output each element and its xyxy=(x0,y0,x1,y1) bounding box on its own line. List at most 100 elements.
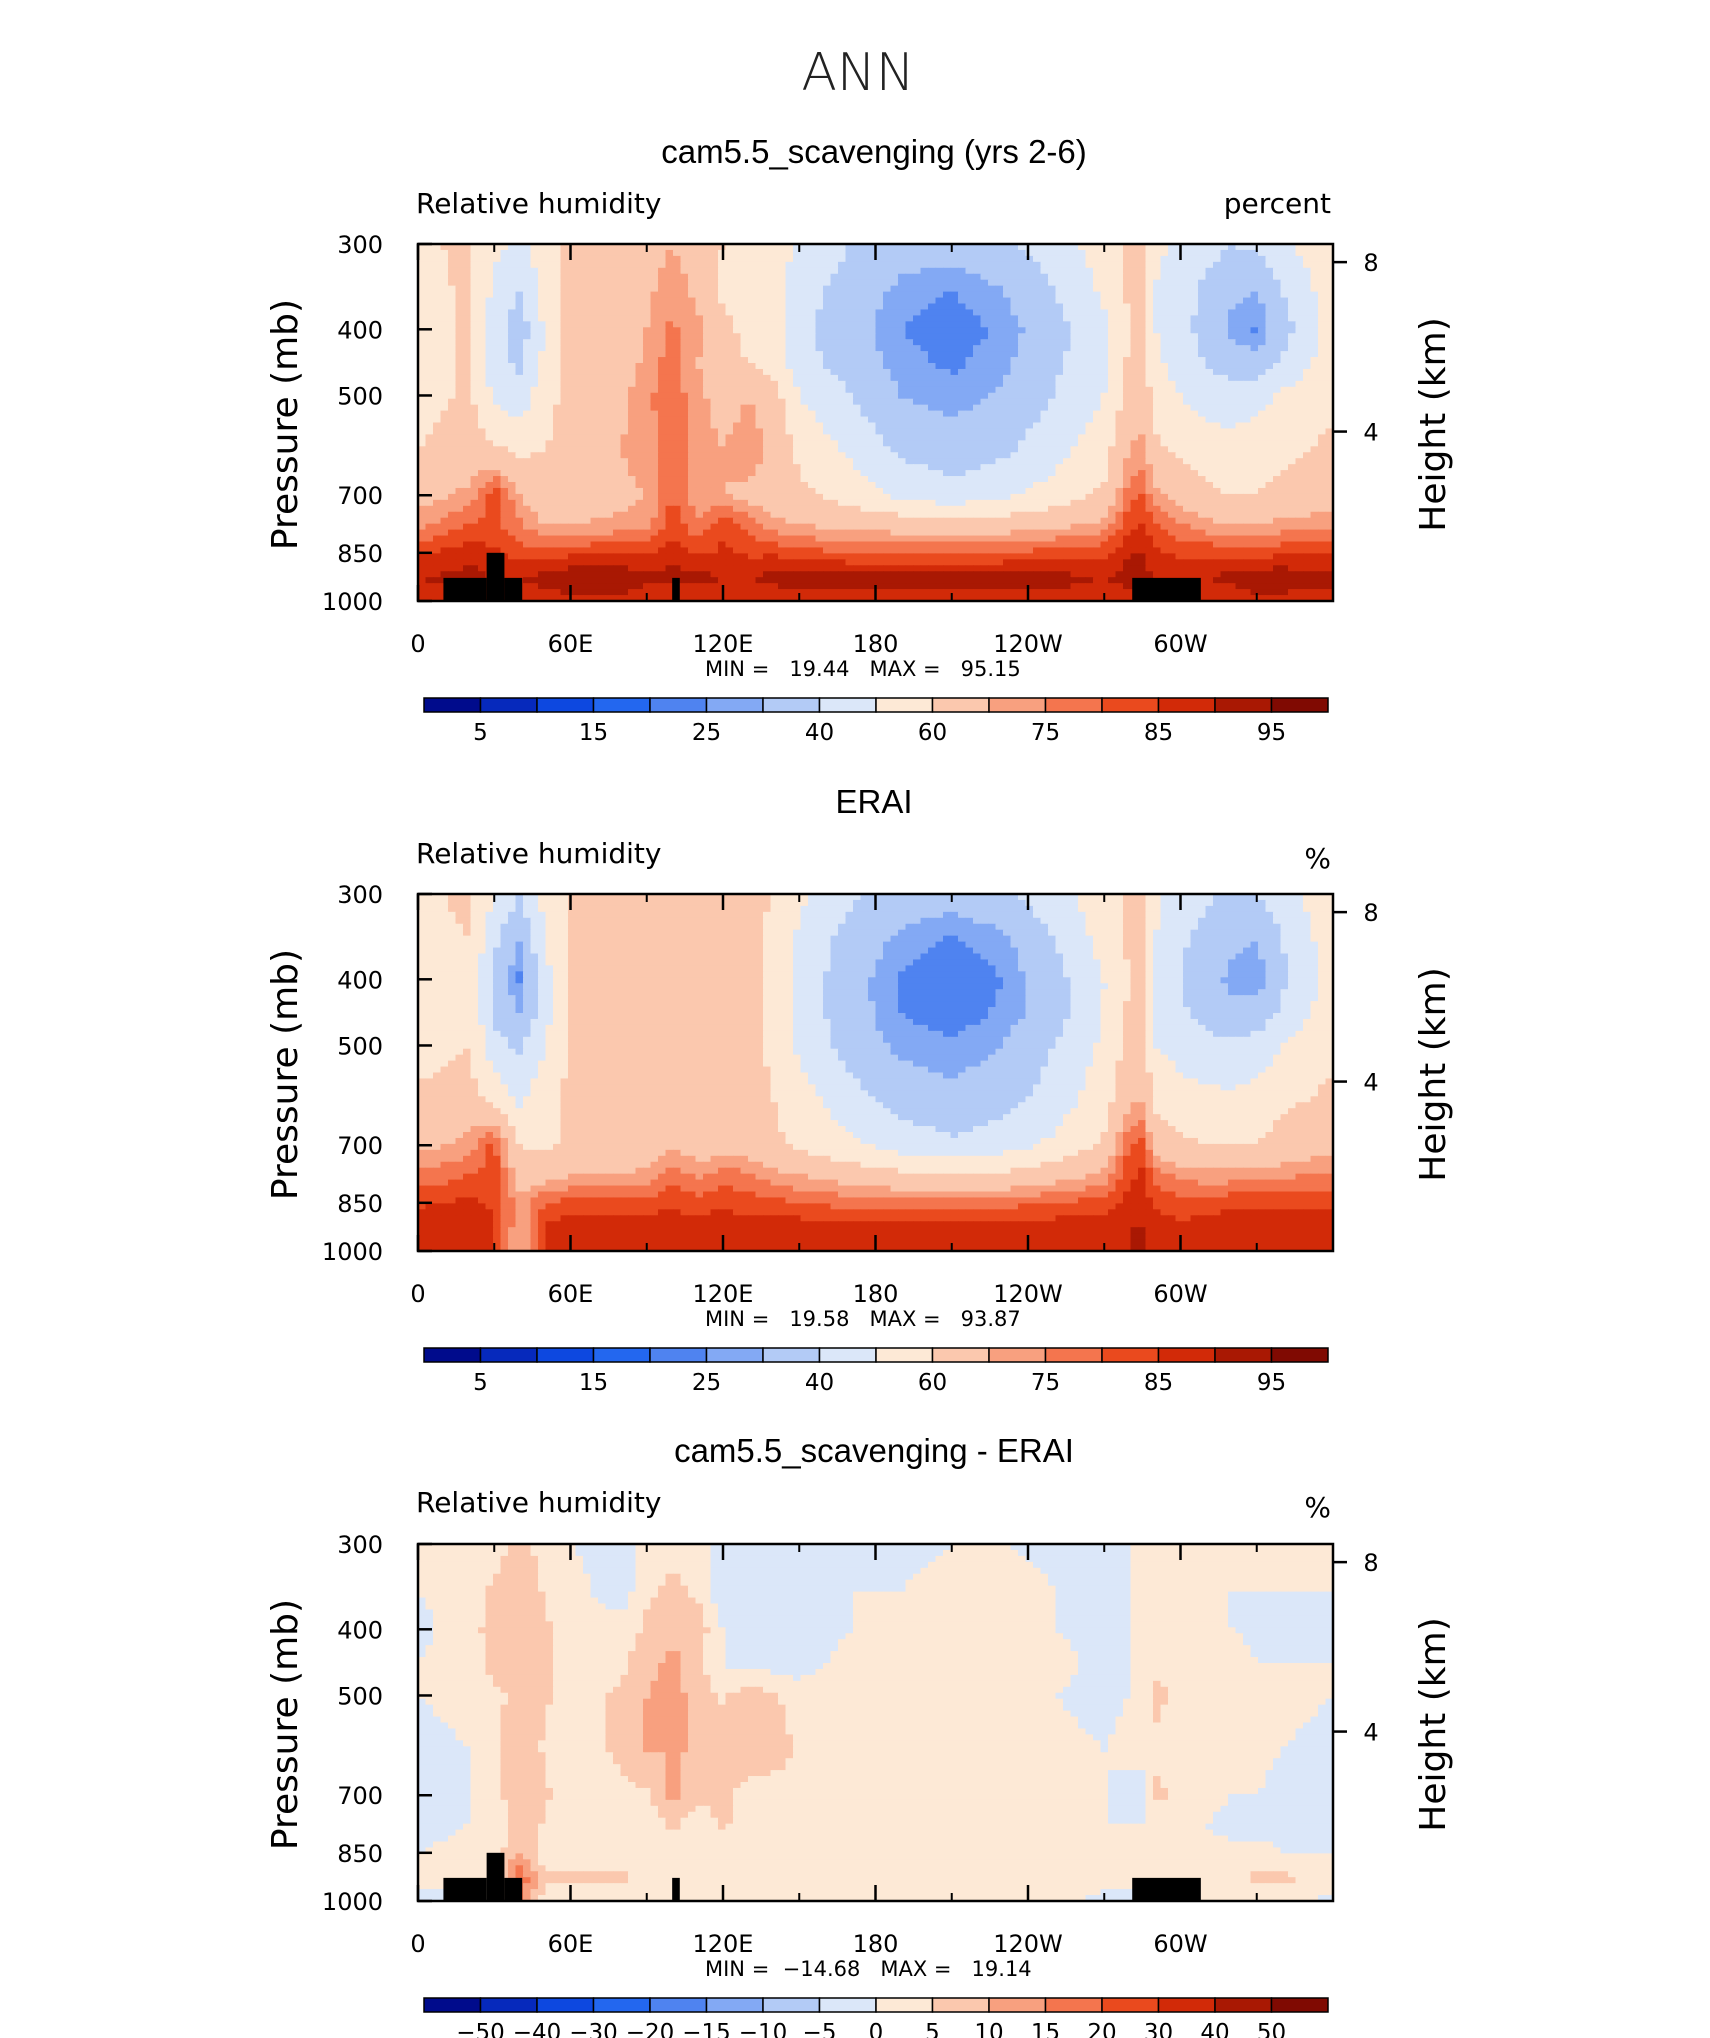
field-cell xyxy=(695,410,704,418)
field-cell xyxy=(1205,303,1214,311)
field-cell xyxy=(598,267,607,275)
field-cell xyxy=(1190,452,1199,459)
field-cell xyxy=(590,374,599,382)
field-cell xyxy=(1288,363,1297,370)
field-cell xyxy=(553,357,562,364)
field-cell xyxy=(1220,422,1229,430)
field-cell xyxy=(590,434,599,441)
field-cell xyxy=(1228,404,1237,412)
field-cell xyxy=(1280,440,1289,447)
field-cell xyxy=(598,410,607,418)
field-cell xyxy=(1168,374,1177,382)
field-cell xyxy=(463,446,472,453)
field-cell xyxy=(913,357,922,364)
field-cell xyxy=(1175,464,1184,471)
field-cell xyxy=(838,357,847,364)
field-cell xyxy=(643,464,652,471)
field-cell xyxy=(1273,261,1282,269)
field-cell xyxy=(553,273,562,281)
field-cell xyxy=(1138,303,1147,311)
field-cell xyxy=(823,339,832,346)
field-cell xyxy=(575,416,584,424)
field-cell xyxy=(545,255,554,263)
field-cell xyxy=(1115,327,1124,334)
field-cell xyxy=(935,255,944,263)
field-cell xyxy=(770,279,779,287)
field-cell xyxy=(418,386,427,394)
field-cell xyxy=(1003,440,1012,447)
field-cell xyxy=(1063,273,1072,281)
field-cell xyxy=(568,422,577,430)
field-cell xyxy=(620,452,629,459)
field-cell xyxy=(500,244,509,251)
field-cell xyxy=(650,363,659,370)
field-cell xyxy=(1033,345,1042,352)
field-cell xyxy=(1295,291,1304,299)
field-cell xyxy=(1130,368,1139,376)
field-cell xyxy=(958,357,967,364)
field-cell xyxy=(823,476,832,483)
field-cell xyxy=(1198,357,1207,364)
field-cell xyxy=(1318,434,1327,441)
field-cell xyxy=(478,470,487,477)
field-cell xyxy=(838,285,847,293)
field-cell xyxy=(1198,428,1207,435)
field-cell xyxy=(785,464,794,471)
field-cell xyxy=(958,392,967,400)
field-cell xyxy=(770,410,779,418)
field-cell xyxy=(1198,255,1207,263)
field-cell xyxy=(1108,476,1117,483)
field-cell xyxy=(1213,482,1222,489)
field-cell xyxy=(1025,261,1034,269)
field-cell xyxy=(868,261,877,269)
field-cell xyxy=(1100,476,1109,483)
field-cell xyxy=(658,452,667,459)
field-cell xyxy=(973,386,982,394)
field-cell xyxy=(920,398,929,406)
field-cell xyxy=(1025,464,1034,471)
field-cell xyxy=(740,244,749,251)
field-cell xyxy=(883,273,892,281)
field-cell xyxy=(628,434,637,441)
field-cell xyxy=(853,327,862,334)
field-cell xyxy=(853,267,862,275)
field-cell xyxy=(665,291,674,299)
field-cell xyxy=(1093,434,1102,441)
field-cell xyxy=(440,416,449,424)
field-cell xyxy=(950,446,959,453)
field-cell xyxy=(755,351,764,358)
field-cell xyxy=(1063,446,1072,453)
field-cell xyxy=(1085,261,1094,269)
field-cell xyxy=(988,321,997,328)
field-cell xyxy=(1198,404,1207,412)
field-cell xyxy=(568,428,577,435)
field-cell xyxy=(1123,386,1132,394)
field-cell xyxy=(1055,392,1064,400)
field-cell xyxy=(1025,440,1034,447)
field-cell xyxy=(1288,440,1297,447)
field-cell xyxy=(425,452,434,459)
field-cell xyxy=(1130,410,1139,418)
field-cell xyxy=(1093,476,1102,483)
field-cell xyxy=(815,476,824,483)
field-cell xyxy=(1280,255,1289,263)
field-cell xyxy=(1160,273,1169,281)
field-cell xyxy=(1168,249,1177,257)
field-cell xyxy=(1198,434,1207,441)
field-cell xyxy=(763,398,772,406)
field-cell xyxy=(523,267,532,275)
field-cell xyxy=(1123,273,1132,281)
field-cell xyxy=(590,380,599,388)
field-cell xyxy=(1295,446,1304,453)
field-cell xyxy=(673,363,682,370)
field-cell xyxy=(838,321,847,328)
field-cell xyxy=(538,363,547,370)
field-cell xyxy=(628,357,637,364)
field-cell xyxy=(568,333,577,340)
field-cell xyxy=(950,482,959,489)
field-cell xyxy=(1258,273,1267,281)
field-cell xyxy=(448,315,457,322)
field-cell xyxy=(688,458,697,465)
field-cell xyxy=(920,464,929,471)
field-cell xyxy=(725,386,734,394)
